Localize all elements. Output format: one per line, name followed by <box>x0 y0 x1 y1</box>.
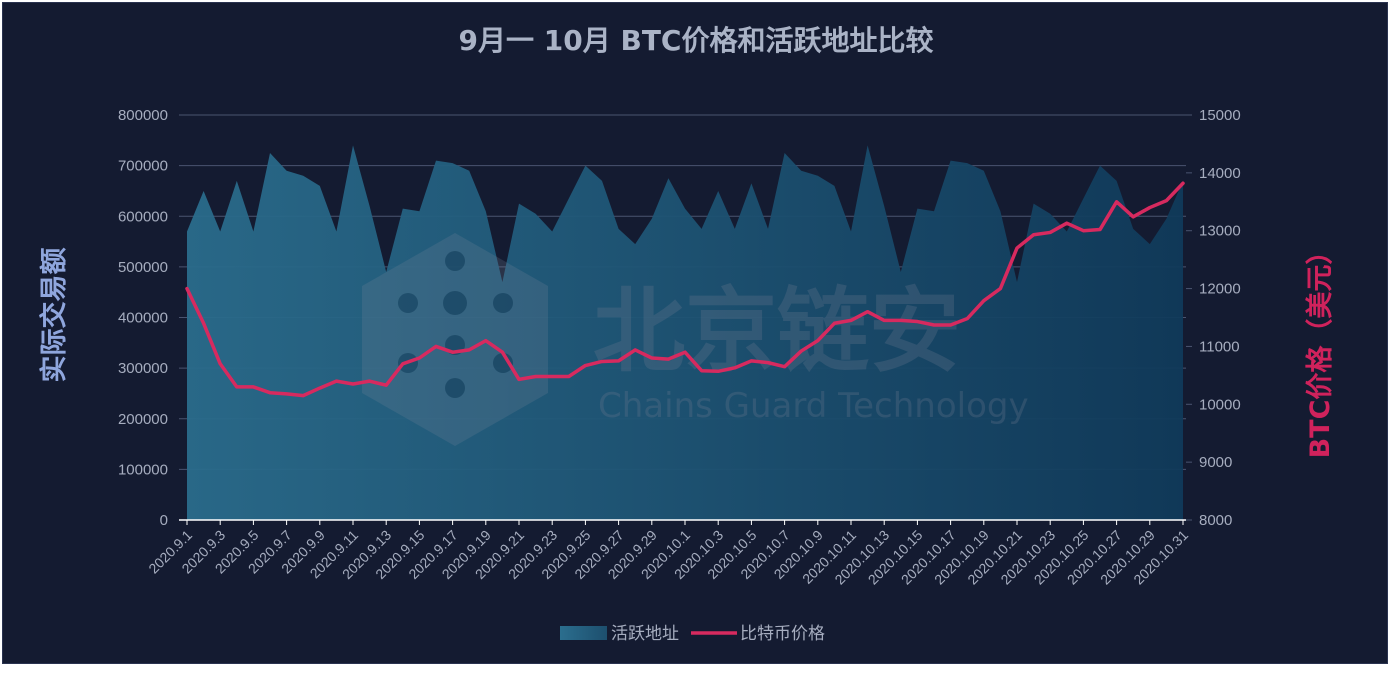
legend-label-比特币价格: 比特币价格 <box>740 624 825 644</box>
y-right-tick-label: 8000 <box>1199 512 1232 529</box>
chart-panel: 9月一 10月 BTC价格和活跃地址比较 北京链安 Chains Guar <box>2 2 1388 664</box>
y-left-tick-label: 100000 <box>118 461 168 478</box>
watermark-name: 北京链安 <box>593 278 961 385</box>
y-axis-left-ticks: 0 100000 200000 300000 400000 500000 600000 700… <box>118 107 168 529</box>
y-axis-right-ticks: 8000 9000 10000 11000 12000 13000 14000 15000 <box>1186 107 1241 529</box>
x-axis-ticks: 2020.9.12020.9.32020.9.52020.9.72020.9.9… <box>145 520 1191 588</box>
y-left-tick-label: 600000 <box>118 208 168 225</box>
watermark-logo-icon <box>362 233 548 446</box>
legend-item-活跃地址[interactable]: 活跃地址 <box>560 624 679 644</box>
y-left-tick-label: 800000 <box>118 107 168 124</box>
area-fill <box>187 145 1183 520</box>
y-right-tick-label: 11000 <box>1199 338 1240 355</box>
legend: 活跃地址 比特币价格 <box>560 624 825 644</box>
y-axis-right-label: BTC价格（美元） <box>1304 238 1336 459</box>
area-series-活跃地址 <box>187 145 1183 520</box>
y-right-tick-label: 10000 <box>1199 396 1241 413</box>
y-left-tick-label: 300000 <box>118 360 168 377</box>
legend-label-活跃地址: 活跃地址 <box>611 624 679 644</box>
chart-svg: 9月一 10月 BTC价格和活跃地址比较 北京链安 Chains Guar <box>38 24 1336 644</box>
chart-title: 9月一 10月 BTC价格和活跃地址比较 <box>459 24 934 57</box>
watermark: 北京链安 Chains Guard Technology <box>362 233 1029 446</box>
y-left-tick-label: 0 <box>160 512 168 529</box>
y-right-tick-label: 9000 <box>1199 454 1232 471</box>
watermark-subtitle: Chains Guard Technology <box>598 386 1029 426</box>
legend-swatch-area <box>560 626 607 640</box>
y-left-tick-label: 400000 <box>118 310 168 327</box>
legend-item-比特币价格[interactable]: 比特币价格 <box>691 624 825 644</box>
y-axis-left-label: 实际交易额 <box>38 248 70 383</box>
line-series-比特币价格 <box>185 181 1185 398</box>
y-right-tick-label: 14000 <box>1199 165 1241 182</box>
y-right-tick-label: 13000 <box>1199 223 1241 240</box>
y-left-tick-label: 700000 <box>118 158 168 175</box>
price-line <box>185 181 1185 398</box>
y-left-tick-label: 500000 <box>118 259 168 276</box>
y-right-tick-label: 15000 <box>1199 107 1241 124</box>
y-right-tick-label: 12000 <box>1199 281 1241 298</box>
y-left-tick-label: 200000 <box>118 411 168 428</box>
